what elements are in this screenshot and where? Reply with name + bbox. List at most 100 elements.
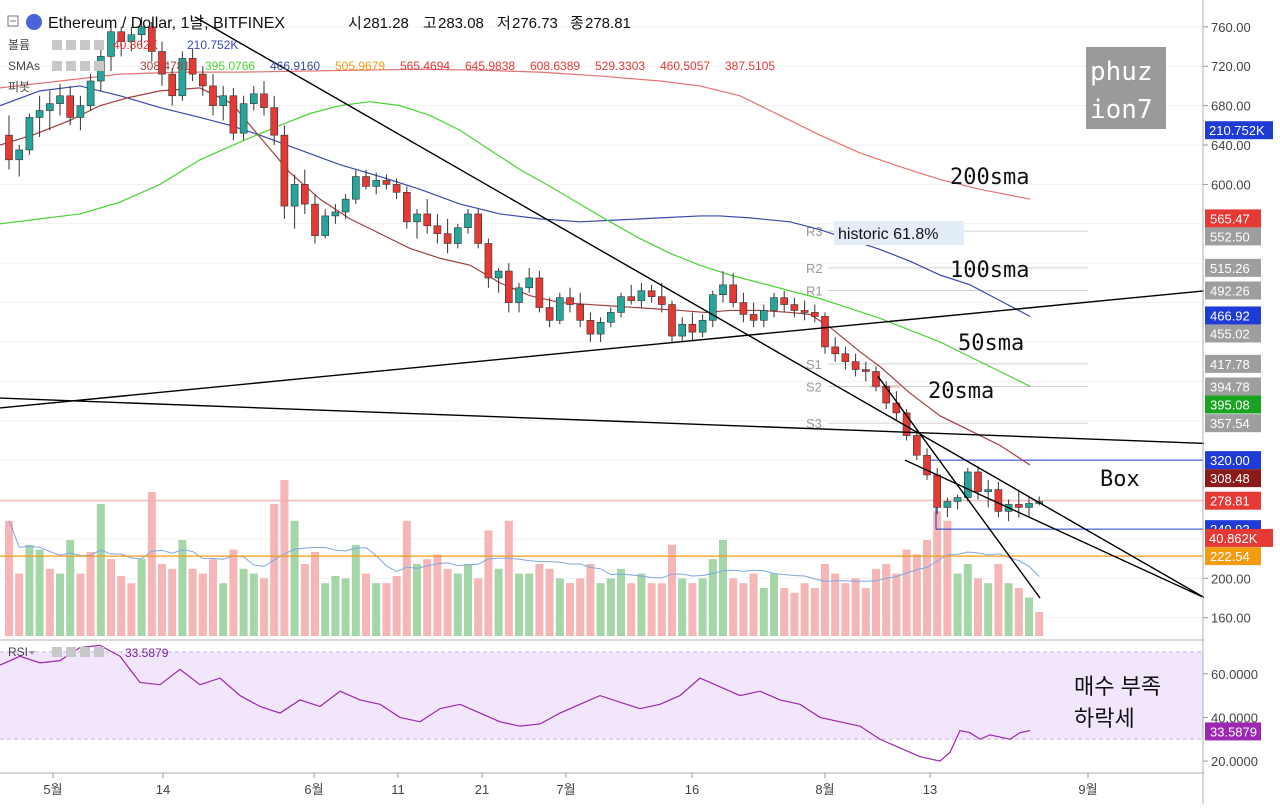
candle-body xyxy=(515,287,523,303)
candle-body xyxy=(5,134,13,161)
candle-body xyxy=(341,198,350,213)
candle-body xyxy=(698,320,707,333)
pivot-study-label[interactable]: 피봇 xyxy=(8,80,30,94)
candle-body xyxy=(1025,503,1033,508)
volume-bar xyxy=(525,573,534,636)
sma-values: 308.4781 395.0766 466.9160 505.9679 565.4694… xyxy=(140,59,775,73)
sma-settings-icon[interactable] xyxy=(66,61,76,71)
candle-body xyxy=(392,184,401,193)
rsi-dropdown-icon[interactable] xyxy=(29,651,35,655)
rsi-more-icon[interactable] xyxy=(94,647,104,657)
price-level-label: 515.26 xyxy=(1210,261,1250,276)
sma-eye-icon[interactable] xyxy=(52,61,62,71)
candle-body xyxy=(545,307,554,321)
ohlc-open-label: 시 xyxy=(348,15,362,32)
rsi-settings-icon[interactable] xyxy=(66,647,76,657)
collapse-icon[interactable] xyxy=(7,15,19,27)
volume-bar xyxy=(15,573,24,636)
candle-body xyxy=(668,304,676,337)
volume-bar xyxy=(515,573,523,636)
volume-bar xyxy=(902,549,911,636)
volume-bar xyxy=(994,564,1003,636)
volume-bars xyxy=(5,480,1044,636)
volume-bar xyxy=(657,583,666,636)
volume-bar xyxy=(168,568,177,636)
rsi-study-controls[interactable] xyxy=(52,647,104,657)
volume-bar xyxy=(372,583,381,636)
annotation-100sma: 100sma xyxy=(950,258,1029,283)
volume-bar xyxy=(5,520,13,636)
volume-bar xyxy=(127,583,136,636)
candle-body xyxy=(647,290,656,297)
candle-body xyxy=(943,501,952,508)
annotation-50sma: 50sma xyxy=(958,331,1024,356)
volume-bar xyxy=(341,578,350,636)
symbol-title[interactable]: Ethereum / Dollar, 1날, BITFINEX xyxy=(48,14,285,32)
volume-bar xyxy=(260,578,268,636)
price-level-lines xyxy=(0,500,1203,557)
price-level-label-bg xyxy=(1205,377,1261,396)
price-level-label-bg xyxy=(1205,227,1261,246)
ohlc-low-value: 276.73 xyxy=(512,15,558,32)
rsi-tick-label: 40.0000 xyxy=(1211,710,1258,725)
ohlc-high-label: 고 xyxy=(423,15,437,32)
annotation-box: Box xyxy=(1100,467,1140,492)
rsi-close-icon[interactable] xyxy=(80,647,90,657)
candle-body xyxy=(831,346,840,355)
volume-bar xyxy=(892,573,901,636)
volume-bar xyxy=(535,564,544,636)
candle-body xyxy=(617,296,625,313)
sma-value: 387.5105 xyxy=(725,59,775,73)
candle-body xyxy=(474,213,483,244)
sma-study-controls[interactable] xyxy=(52,61,104,71)
candle-body xyxy=(45,103,54,111)
candle-body xyxy=(402,191,411,223)
candle-body xyxy=(861,369,870,372)
annotation-200sma: 200sma xyxy=(950,165,1029,190)
study-close-icon[interactable] xyxy=(80,40,90,50)
volume-bar xyxy=(25,544,34,636)
volume-bar xyxy=(872,568,880,636)
rsi-note-line2: 하락세 xyxy=(1074,706,1135,731)
candle-body xyxy=(382,180,391,185)
time-axis[interactable]: 5월 14 6월 11 21 7월 16 8월 13 9월 xyxy=(43,773,1098,797)
sma-study-label[interactable]: SMAs xyxy=(8,59,40,73)
volume-bar xyxy=(800,583,809,636)
candle-body xyxy=(627,296,636,301)
sma-more-icon[interactable] xyxy=(94,61,104,71)
volume-bar xyxy=(484,530,493,636)
price-axis[interactable]: 760.00 720.00 680.00 640.00 600.00 200.00 160.… xyxy=(1203,0,1280,804)
price-tick-label: 200.00 xyxy=(1211,571,1251,586)
ohlc-close-label: 종 xyxy=(570,15,584,32)
sma-value: 608.6389 xyxy=(530,59,580,73)
volume-bar xyxy=(1025,597,1033,636)
volume-study-controls[interactable] xyxy=(52,40,104,50)
volume-bar xyxy=(137,559,146,636)
candle-body xyxy=(739,302,748,315)
price-tick-label: 680.00 xyxy=(1211,99,1251,114)
sma-value: 645.9838 xyxy=(465,59,515,73)
rsi-eye-icon[interactable] xyxy=(52,647,62,657)
volume-bar xyxy=(300,564,309,636)
candle-body xyxy=(433,225,442,234)
study-eye-icon[interactable] xyxy=(52,40,62,50)
volume-bar xyxy=(1004,583,1013,636)
study-settings-icon[interactable] xyxy=(66,40,76,50)
volume-bar xyxy=(433,554,442,636)
rsi-study-label[interactable]: RSI xyxy=(8,645,28,659)
volume-bar xyxy=(331,576,340,636)
study-more-icon[interactable] xyxy=(94,40,104,50)
candle-body xyxy=(494,270,503,279)
candle-body xyxy=(362,176,370,187)
volume-bar xyxy=(76,573,85,636)
volume-bar xyxy=(474,578,483,636)
candle-body xyxy=(229,95,238,134)
volume-bar xyxy=(770,573,778,636)
sma-close-icon[interactable] xyxy=(80,61,90,71)
volume-study-label[interactable]: 볼륨 xyxy=(8,38,30,52)
price-level-label-bg xyxy=(1205,258,1261,277)
sma-value: 565.4694 xyxy=(400,59,450,73)
rsi-tick-label: 60.0000 xyxy=(1211,667,1258,682)
candle-body xyxy=(321,215,330,236)
